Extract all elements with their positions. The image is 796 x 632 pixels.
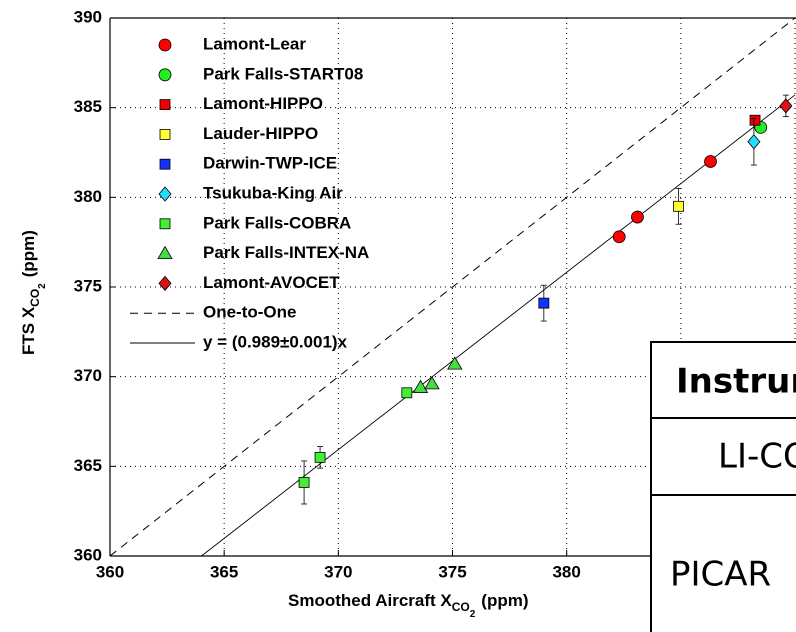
y-tick-label: 375 [74, 276, 102, 295]
marker [424, 376, 440, 390]
x-tick-label: 380 [552, 562, 580, 581]
x-label-unit: (ppm) [481, 591, 528, 610]
marker [631, 210, 644, 224]
legend-label: Park Falls-START08 [203, 64, 363, 83]
y-tick-label: 385 [74, 97, 102, 116]
legend-label: y = (0.989±0.001)x [203, 332, 348, 351]
marker [779, 98, 793, 114]
x-tick-label: 365 [210, 562, 238, 581]
x-tick-label: 360 [96, 562, 124, 581]
marker [704, 155, 717, 168]
marker [158, 68, 172, 82]
y-tick-label: 365 [74, 456, 102, 475]
marker [538, 297, 550, 309]
legend-label: Darwin-TWP-ICE [203, 154, 337, 173]
table-header: Instrum [676, 362, 796, 402]
marker [749, 114, 761, 126]
marker [159, 158, 171, 170]
table-frame [650, 341, 796, 632]
legend-label: One-to-One [203, 303, 297, 322]
legend-label: Park Falls-INTEX-NA [203, 243, 369, 262]
legend: Lamont-Lear Park Falls-START08 Lamont-HIPP… [130, 34, 369, 351]
marker [158, 38, 172, 52]
x-axis-label: Smoothed Aircraft XCO2 (ppm) [288, 591, 529, 619]
y-tick-label: 370 [74, 366, 102, 385]
marker [157, 245, 173, 260]
marker [159, 99, 171, 110]
x-tick-label: 375 [438, 562, 466, 581]
table-cell: LI-CO [718, 437, 796, 477]
table-cell: PICAR [670, 555, 771, 595]
x-label-subsub: 2 [470, 609, 476, 620]
marker [159, 128, 171, 140]
marker [158, 275, 172, 292]
y-label-sub: CO [28, 289, 42, 307]
marker [612, 230, 626, 244]
marker [747, 134, 761, 150]
data-points [298, 94, 793, 505]
y-tick-label: 390 [74, 7, 102, 26]
one-to-one-line [110, 18, 796, 556]
legend-label: Lauder-HIPPO [203, 124, 318, 143]
marker [159, 218, 171, 230]
marker [158, 186, 172, 202]
marker [401, 387, 413, 399]
marker [412, 379, 429, 393]
marker [298, 477, 310, 488]
legend-label: Lamont-Lear [203, 34, 306, 53]
legend-label: Tsukuba-King Air [203, 183, 343, 202]
x-tick-label: 370 [324, 562, 352, 581]
legend-label: Park Falls-COBRA [203, 213, 351, 232]
legend-label: Lamont-HIPPO [203, 94, 323, 113]
legend-label: Lamont-AVOCET [203, 273, 340, 292]
y-axis-label: FTS XCO2 (ppm) [19, 230, 47, 355]
table: Instrum LI-CO PICAR [650, 341, 796, 632]
marker [673, 200, 684, 212]
y-label-unit: (ppm) [19, 230, 38, 277]
y-tick-label: 360 [74, 545, 102, 564]
x-label-text: Smoothed Aircraft X [288, 591, 452, 610]
y-label-text: FTS X [19, 306, 38, 355]
y-label-subsub: 2 [37, 283, 48, 289]
marker [314, 451, 326, 463]
marker [447, 356, 463, 370]
x-label-sub: CO [452, 600, 470, 614]
y-tick-label: 380 [74, 187, 102, 206]
